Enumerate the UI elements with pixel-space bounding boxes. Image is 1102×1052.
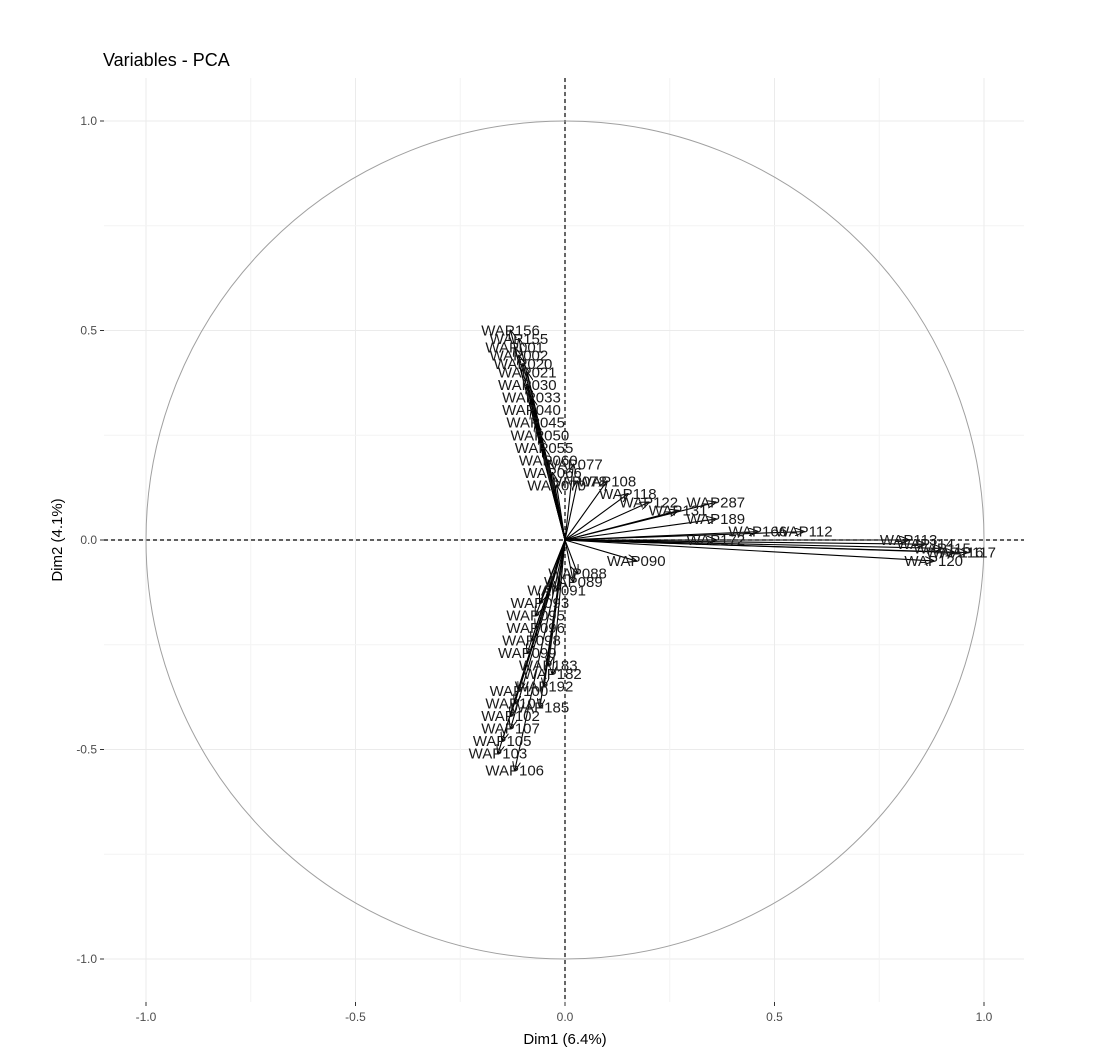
variable-arrow — [511, 539, 566, 729]
variable-label: WAP021 — [498, 364, 557, 381]
variable-arrow — [564, 532, 804, 541]
variable-label: WAP095 — [506, 607, 565, 624]
variable-label: WAP102 — [481, 708, 540, 725]
variable-label: WAP112 — [775, 524, 833, 541]
x-tick-label: -0.5 — [345, 1010, 366, 1024]
x-tick-label: -1.0 — [136, 1010, 157, 1024]
variable-label: WAP131 — [649, 503, 708, 520]
variable-arrow — [564, 539, 942, 548]
variable-label: WAP182 — [523, 666, 582, 683]
x-tick-label: 0.0 — [557, 1010, 574, 1024]
y-tick-label: -1.0 — [76, 952, 97, 966]
variable-label: WAP055 — [515, 440, 574, 457]
variable-label: WAP090 — [607, 553, 666, 570]
variable-label: WAP114 — [897, 536, 955, 553]
variable-label: WAP116 — [926, 545, 984, 562]
variable-label: WAP189 — [687, 511, 746, 528]
variable-label: WAP091 — [527, 582, 586, 599]
variable-arrow — [564, 494, 628, 541]
variable-arrow — [557, 486, 566, 541]
variable-arrow — [564, 539, 925, 544]
variable-arrow — [564, 519, 716, 541]
variable-label: WAP183 — [519, 658, 578, 675]
variable-label: WAP117 — [938, 545, 996, 562]
variable-label: WAP078 — [548, 473, 607, 490]
variable-label: WAP089 — [544, 574, 603, 591]
variable-arrow — [564, 481, 607, 541]
variable-label: WAP122 — [619, 494, 678, 511]
variable-label: WAP107 — [481, 721, 540, 738]
variable-label: WAP120 — [904, 553, 963, 570]
variable-label: WAP100 — [490, 683, 549, 700]
variable-arrow — [552, 539, 566, 674]
variable-arrow — [564, 502, 716, 541]
variable-arrow — [498, 539, 566, 754]
variable-label: WAP106 — [485, 762, 544, 779]
variable-label: WAP066 — [523, 465, 582, 482]
variable-arrow — [564, 539, 573, 582]
variable-label: WAP040 — [502, 402, 561, 419]
variable-label: WAP103 — [469, 746, 528, 763]
variable-label: WAP050 — [511, 427, 570, 444]
variable-label: WAP105 — [473, 733, 532, 750]
unit-circle — [145, 120, 985, 960]
variable-label: WAP118 — [599, 486, 657, 503]
variable-label: WAP096 — [506, 620, 565, 637]
variable-label: WAP030 — [498, 377, 557, 394]
variable-label: WAP001 — [485, 339, 544, 356]
y-axis-ticks: -1.0 -0.5 0.0 0.5 1.0 — [76, 114, 104, 966]
variable-label: WAP166 — [728, 524, 787, 541]
variable-label: WAP093 — [511, 595, 570, 612]
variable-label: WAP088 — [548, 566, 607, 583]
variable-labels: WAP156WAP155WAP001WAP002WAP020WAP021WAP0… — [469, 323, 996, 780]
variable-label: WAP002 — [490, 348, 549, 365]
variable-label: WAP070 — [527, 478, 586, 495]
y-tick-label: -0.5 — [76, 743, 97, 757]
variable-arrow — [564, 481, 578, 541]
variable-label: WAP101 — [485, 695, 544, 712]
variable-arrow — [564, 539, 578, 574]
variable-label: WAP172 — [687, 532, 746, 549]
variable-label: WAP185 — [511, 700, 570, 717]
chart-title: Variables - PCA — [103, 50, 230, 70]
variable-arrow — [564, 539, 934, 561]
variable-arrow — [564, 502, 649, 541]
variable-arrows — [498, 331, 967, 771]
variable-arrow — [564, 539, 967, 553]
variable-label: WAP156 — [481, 323, 540, 340]
variable-label: WAP108 — [578, 473, 637, 490]
variable-label: WAP033 — [502, 390, 561, 407]
x-tick-label: 1.0 — [976, 1010, 993, 1024]
variable-label: WAP115 — [913, 540, 971, 557]
variable-label: WAP045 — [506, 415, 565, 432]
variable-arrow — [536, 539, 566, 615]
variable-arrow — [564, 539, 636, 561]
x-axis-label: Dim1 (6.4%) — [523, 1031, 606, 1048]
variable-arrow — [564, 465, 573, 541]
variable-label: WAP020 — [494, 356, 553, 373]
variable-arrow — [515, 539, 566, 770]
x-axis-ticks: -1.0 -0.5 0.0 0.5 1.0 — [136, 1002, 993, 1024]
y-tick-label: 0.0 — [80, 533, 97, 547]
variable-label: WAP099 — [498, 645, 557, 662]
variable-label: WAP060 — [519, 452, 578, 469]
x-tick-label: 0.5 — [766, 1010, 783, 1024]
variable-label: WAP287 — [687, 494, 746, 511]
variable-label: WAP077 — [544, 457, 603, 474]
variable-label: WAP192 — [515, 679, 574, 696]
variable-label: WAP098 — [502, 633, 561, 650]
y-tick-label: 0.5 — [80, 324, 97, 338]
y-tick-label: 1.0 — [80, 114, 97, 128]
y-axis-label: Dim2 (4.1%) — [49, 498, 66, 581]
variable-label: WAP155 — [490, 331, 549, 348]
variable-arrow — [540, 539, 566, 708]
variable-label: WAP113 — [880, 532, 938, 549]
